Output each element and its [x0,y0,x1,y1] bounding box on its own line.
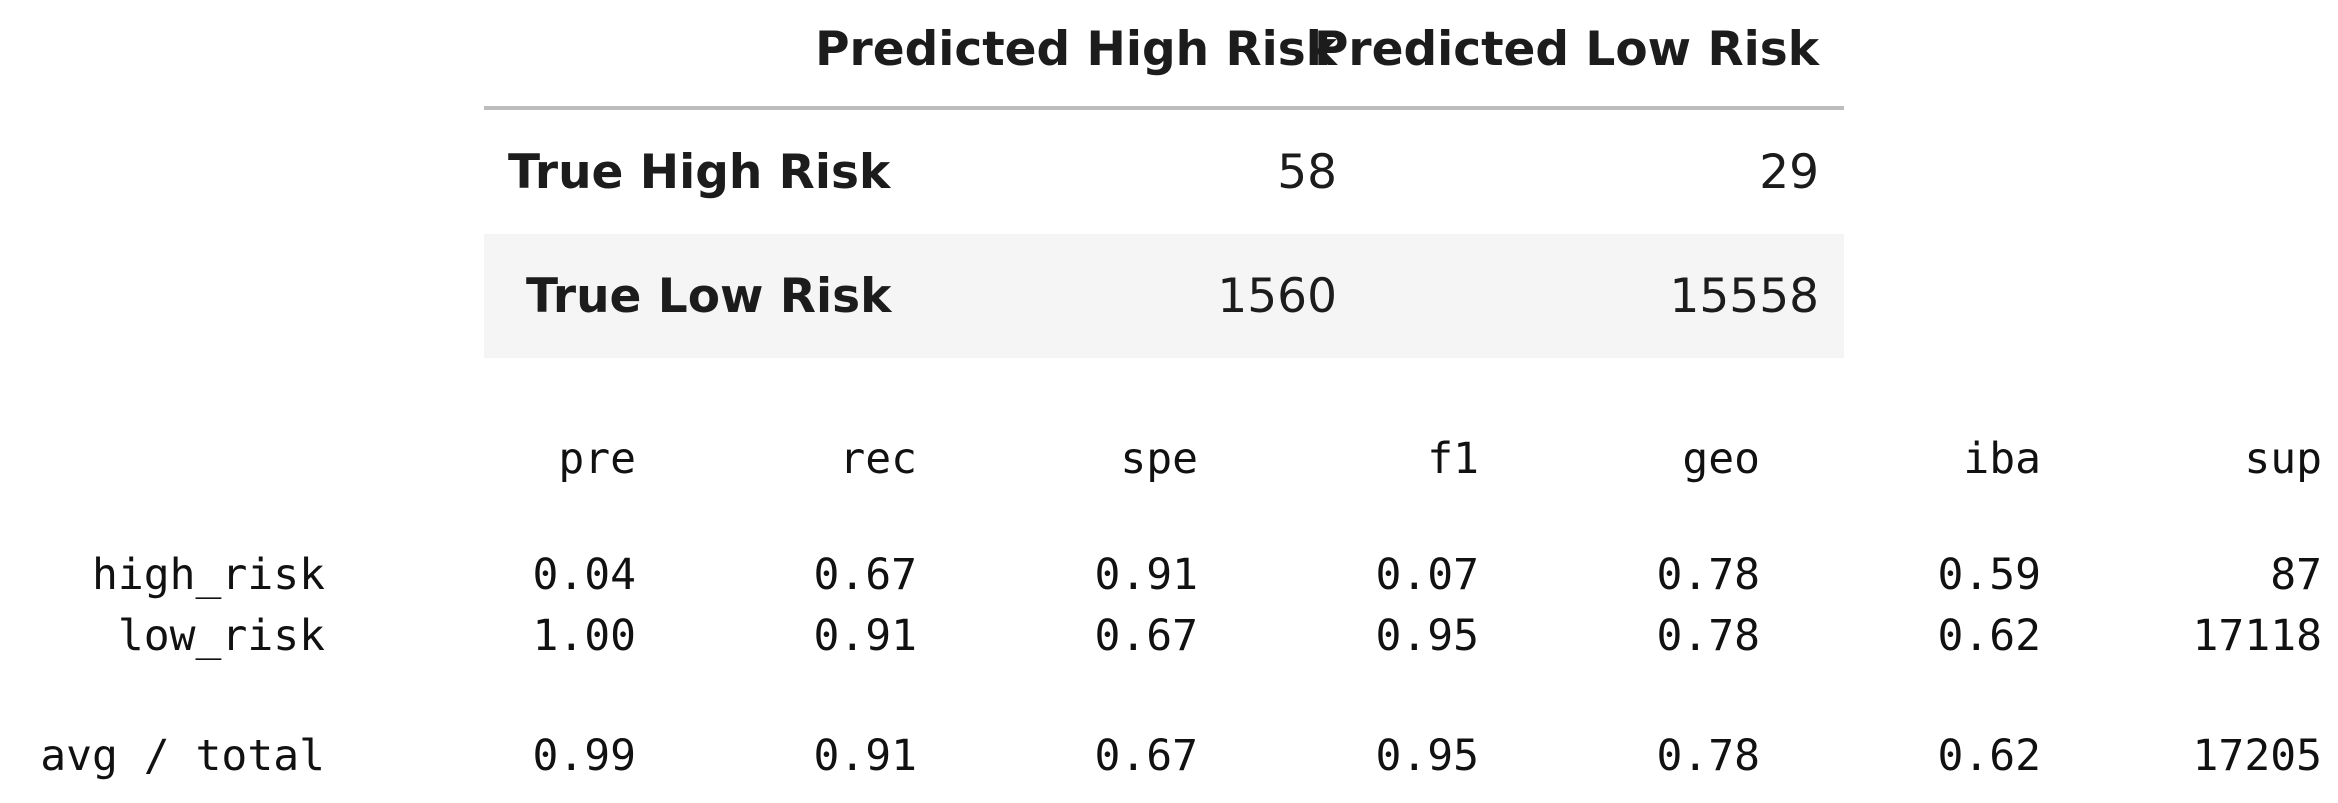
table-header-row: Predicted High Risk Predicted Low Risk [484,0,1844,110]
report-row-label: avg / total [40,731,325,781]
cell-true-low-predicted-high: 1560 [1217,269,1337,324]
report-header-geo: geo [1682,434,1760,484]
report-row-low-risk: low_risk 1.00 0.91 0.67 0.95 0.78 0.62 1… [0,611,2338,671]
report-cell: 0.91 [813,731,917,781]
report-cell: 0.59 [1937,550,2041,600]
report-row-label: high_risk [92,550,325,600]
report-header-iba: iba [1963,434,2041,484]
report-cell: 0.67 [1094,611,1198,661]
report-cell: 0.62 [1937,611,2041,661]
row-label-true-high-risk: True High Risk [508,145,891,200]
report-header-rec: rec [839,434,917,484]
report-header-sup: sup [2244,434,2322,484]
report-cell: 17205 [2192,731,2322,781]
report-cell: 0.78 [1656,550,1760,600]
report-cell: 87 [2270,550,2322,600]
report-cell: 0.78 [1656,731,1760,781]
report-header-row: pre rec spe f1 geo iba sup [0,434,2338,494]
report-row-high-risk: high_risk 0.04 0.67 0.91 0.07 0.78 0.59 … [0,550,2338,610]
column-header-predicted-high-risk: Predicted High Risk [815,22,1337,77]
cell-true-low-predicted-low: 15558 [1669,269,1819,324]
column-header-predicted-low-risk: Predicted Low Risk [1313,22,1819,77]
report-header-pre: pre [558,434,636,484]
report-cell: 0.04 [532,550,636,600]
report-cell: 0.95 [1375,731,1479,781]
table-row-true-high-risk: True High Risk 58 29 [484,110,1844,234]
report-cell: 0.67 [1094,731,1198,781]
report-cell: 0.62 [1937,731,2041,781]
cell-true-high-predicted-high: 58 [1277,145,1337,200]
report-header-f1: f1 [1427,434,1479,484]
report-cell: 17118 [2192,611,2322,661]
report-row-label: low_risk [117,611,325,661]
cell-true-high-predicted-low: 29 [1759,145,1819,200]
row-label-true-low-risk: True Low Risk [526,269,892,324]
table-row-true-low-risk: True Low Risk 1560 15558 [484,234,1844,358]
report-header-spe: spe [1120,434,1198,484]
report-cell: 0.91 [1094,550,1198,600]
report-cell: 0.95 [1375,611,1479,661]
report-cell: 0.67 [813,550,917,600]
report-row-avg-total: avg / total 0.99 0.91 0.67 0.95 0.78 0.6… [0,731,2338,791]
confusion-matrix-table: Predicted High Risk Predicted Low Risk T… [484,0,1844,358]
report-cell: 0.07 [1375,550,1479,600]
report-cell: 0.91 [813,611,917,661]
report-cell: 0.78 [1656,611,1760,661]
report-cell: 1.00 [532,611,636,661]
report-cell: 0.99 [532,731,636,781]
